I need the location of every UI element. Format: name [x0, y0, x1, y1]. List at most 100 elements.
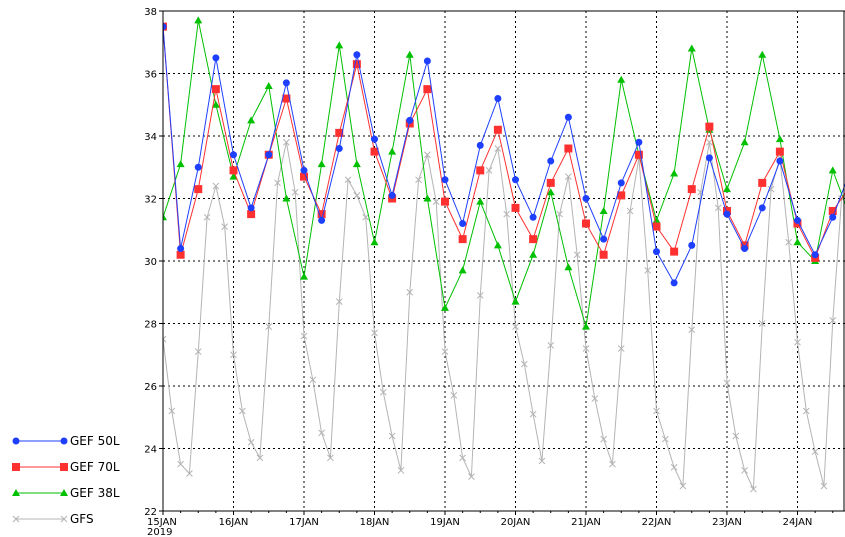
data-point-gfs — [238, 407, 246, 415]
data-point-gef-70l — [476, 166, 485, 175]
data-point-gef-38l — [458, 266, 467, 274]
data-point-gef-50l — [282, 79, 290, 87]
data-point-gef-70l — [370, 147, 379, 156]
data-point-gfs — [741, 467, 748, 474]
x-tick-label: 21JAN — [571, 517, 601, 528]
series-line-gfs — [163, 142, 845, 490]
data-point-gfs — [556, 210, 563, 218]
series-gef-38l — [163, 16, 845, 330]
x-tick-label: 18JAN — [360, 517, 390, 528]
data-point-gfs — [256, 454, 264, 462]
data-point-gef-50l — [265, 151, 273, 159]
data-point-gef-38l — [211, 100, 220, 108]
data-point-gfs — [679, 482, 687, 490]
data-point-gef-50l — [441, 176, 449, 184]
data-point-gef-38l — [441, 303, 449, 311]
data-point-gfs — [371, 329, 378, 337]
y-tick-label: 22 — [144, 507, 157, 518]
data-point-gfs — [221, 223, 229, 230]
data-point-gfs — [291, 188, 299, 196]
data-point-gef-70l — [705, 122, 714, 131]
axes: 22 24 26 28 30 32 34 36 38 15JAN 16JAN 17JAN 18JAN 19… — [144, 7, 834, 537]
data-point-gef-50l — [688, 241, 696, 249]
legend-entry-gef-38l: GEF 38L — [12, 486, 120, 500]
series-layer — [163, 16, 845, 493]
y-tick-label: 36 — [144, 70, 157, 81]
data-point-gef-70l — [458, 235, 467, 244]
series-gfs — [163, 138, 845, 493]
legend-marker-end — [60, 515, 68, 523]
legend-entry-gef-70l: GEF 70L — [12, 460, 120, 474]
data-point-gef-70l — [211, 85, 220, 94]
legend-label: GEF 50L — [70, 434, 120, 448]
y-tick-label: 34 — [144, 132, 157, 143]
data-point-gfs — [820, 482, 828, 490]
data-point-gef-70l — [687, 185, 696, 194]
series-line-gef-50l — [163, 26, 845, 284]
data-point-gef-38l — [264, 82, 273, 89]
data-point-gfs — [750, 485, 757, 493]
series-line-gef-70l — [163, 26, 845, 260]
data-point-gef-70l — [229, 166, 238, 175]
data-point-gfs — [785, 238, 793, 246]
data-point-gef-50l — [582, 195, 590, 202]
data-point-gef-70l — [828, 207, 837, 215]
data-point-gfs — [573, 251, 581, 259]
data-point-gef-70l — [247, 210, 256, 219]
data-point-gef-38l — [405, 50, 414, 58]
legend-marker-start — [12, 489, 20, 496]
data-point-gef-38l — [511, 297, 520, 305]
data-point-gfs — [344, 176, 352, 184]
data-point-gef-38l — [335, 41, 344, 49]
data-point-gef-70l — [582, 219, 590, 228]
data-point-gfs — [609, 460, 616, 468]
legend-marker-start — [12, 515, 20, 523]
data-point-gfs — [265, 323, 273, 330]
data-point-gef-50l — [423, 57, 431, 65]
legend-marker-end — [60, 437, 68, 445]
data-point-gef-50l — [811, 251, 819, 259]
y-tick-label: 38 — [144, 7, 157, 18]
data-point-gfs — [432, 198, 440, 205]
data-point-gfs — [388, 432, 396, 440]
data-point-gef-38l — [388, 147, 397, 155]
data-point-gfs — [362, 213, 370, 221]
data-point-gef-38l — [529, 250, 538, 258]
data-point-gef-70l — [670, 247, 679, 256]
data-point-gfs — [706, 138, 713, 146]
series-line-gef-38l — [163, 20, 845, 327]
data-point-gfs — [829, 317, 837, 324]
data-point-gef-50l — [829, 213, 837, 221]
data-point-gef-50l — [741, 245, 749, 252]
data-point-gef-38l — [828, 166, 837, 174]
data-point-gef-38l — [793, 238, 802, 246]
data-point-gef-70l — [564, 144, 573, 153]
data-point-gef-50l — [247, 204, 255, 212]
legend: GEF 50L GEF 70L GEF 38L GFS — [12, 434, 120, 526]
data-point-gef-50l — [163, 23, 167, 31]
legend-label: GEF 70L — [70, 460, 120, 474]
data-point-gfs — [379, 388, 387, 396]
data-point-gfs — [688, 326, 696, 334]
x-start-year-label: 2019 — [147, 527, 172, 537]
data-point-gef-50l — [547, 157, 555, 165]
data-point-gef-50l — [212, 54, 220, 62]
data-point-gef-38l — [317, 160, 326, 168]
data-point-gfs — [441, 348, 449, 355]
data-point-gef-38l — [652, 216, 661, 224]
grid-lines — [163, 10, 845, 512]
data-point-gef-70l — [282, 94, 291, 103]
data-point-gfs — [327, 454, 334, 462]
data-point-gfs — [723, 379, 731, 387]
data-point-gef-38l — [194, 16, 203, 24]
data-point-gef-50l — [476, 141, 484, 149]
data-point-gfs — [547, 342, 555, 349]
data-point-gef-70l — [176, 250, 185, 259]
legend-label: GFS — [70, 512, 94, 526]
x-tick-label: 20JAN — [501, 517, 531, 528]
data-point-gfs — [230, 351, 237, 359]
data-point-gfs — [644, 267, 652, 274]
data-point-gef-50l — [512, 176, 519, 184]
data-point-gef-50l — [194, 163, 202, 171]
